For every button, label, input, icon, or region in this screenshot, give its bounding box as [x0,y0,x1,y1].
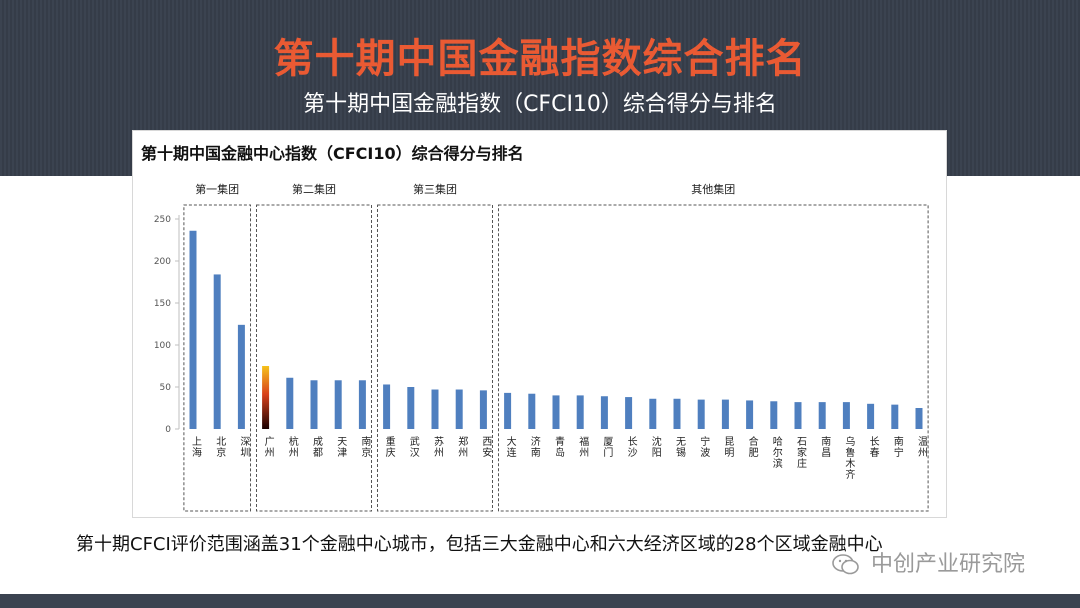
bar [915,408,923,429]
x-tick-label: 沈阳 [652,435,662,459]
bar [455,389,463,429]
bar [334,380,342,429]
chart-panel: 第十期中国金融中心指数（CFCI10）综合得分与排名 0 50 100 150 200 25… [132,130,947,518]
bar [746,400,754,429]
group-label: 第一集团 [195,182,239,196]
y-tick-label: 200 [154,257,171,267]
chart-title: 第十期中国金融中心指数（CFCI10）综合得分与排名 [141,144,524,163]
bar [891,404,899,429]
x-tick-label: 天津 [337,437,347,459]
slide-title: 第十期中国金融指数综合排名 [273,36,807,82]
bar [794,402,802,429]
bar [407,387,415,429]
bar [649,398,657,429]
bar [842,402,850,429]
x-tick-label: 重庆 [386,435,396,459]
bar [625,397,633,429]
bar [237,324,245,429]
bar [504,392,512,429]
x-tick-label: 武汉 [410,435,420,459]
x-tick-label: 合肥 [749,435,759,459]
x-tick-label: 无锡 [676,437,686,459]
group-box [377,204,493,512]
x-tick-label: 苏州 [434,435,444,459]
bar [770,401,778,429]
x-tick-label: 大连 [507,435,517,459]
bar [552,395,560,429]
x-tick-label: 青岛 [555,435,565,459]
group-box [183,204,251,512]
y-tick-label: 150 [154,299,171,309]
x-tick-label: 石家庄 [797,437,807,470]
group-box [256,204,372,512]
bar [213,274,221,429]
bar [673,398,681,429]
x-tick-label: 广州 [265,436,275,459]
bar [358,380,366,429]
bar [189,230,197,429]
y-tick-label: 100 [154,341,171,351]
bar [310,380,318,429]
group-label: 第三集团 [413,182,457,196]
x-tick-label: 郑州 [458,435,468,459]
x-tick-label: 南昌 [821,435,831,459]
x-tick-label: 长沙 [628,436,638,459]
group-label: 第二集团 [292,182,336,196]
bar [383,384,391,429]
x-tick-label: 福州 [579,435,589,459]
x-tick-label: 北京 [216,436,226,459]
wechat-icon [832,554,859,575]
watermark-text: 中创产业研究院 [871,552,1026,577]
bar [818,402,826,429]
bar [697,399,705,429]
x-tick-label: 济南 [531,435,541,459]
x-tick-label: 昆明 [724,436,734,459]
x-tick-label: 杭州 [289,435,299,459]
x-tick-label: 厦门 [603,436,613,459]
bar [286,377,294,429]
bar [431,389,439,429]
group-box [498,204,929,512]
y-tick-label: 0 [165,425,171,435]
x-tick-label: 宁波 [700,435,710,459]
bar [479,390,487,429]
bar [600,396,608,429]
slide-subtitle: 第十期中国金融指数（CFCI10）综合得分与排名 [303,92,777,117]
y-tick-label: 250 [154,215,171,225]
x-tick-label: 哈尔滨 [773,435,783,470]
bar-chart: 第十期中国金融中心指数（CFCI10）综合得分与排名 0 50 100 150 200 25… [141,144,929,512]
x-tick-label: 西安 [482,437,492,459]
x-tick-label: 成都 [313,436,323,459]
bar [528,393,536,429]
x-tick-label: 南京 [361,435,371,459]
x-tick-label: 上海 [192,436,202,459]
watermark: 中创产业研究院 [832,546,1052,577]
group-label: 其他集团 [691,182,735,196]
x-tick-label: 南宁 [894,435,904,459]
y-tick-label: 50 [160,383,172,393]
x-tick-label: 长春 [870,436,880,459]
bar [262,366,270,429]
x-tick-label: 温州 [918,436,928,459]
x-tick-label: 乌鲁木齐 [845,435,855,481]
footer-bar [0,594,1080,608]
bar [721,399,729,429]
x-tick-label: 深圳 [240,436,250,459]
bar [576,395,584,429]
bar [867,403,875,429]
slide-caption: 第十期CFCI评价范围涵盖31个金融中心城市，包括三大金融中心和六大经济区域的2… [76,534,883,555]
